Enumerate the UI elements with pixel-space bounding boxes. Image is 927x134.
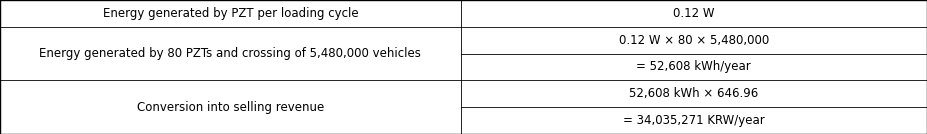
Text: 52,608 kWh × 646.96: 52,608 kWh × 646.96: [629, 87, 758, 100]
Text: = 52,608 kWh/year: = 52,608 kWh/year: [637, 60, 751, 74]
Text: Conversion into selling revenue: Conversion into selling revenue: [137, 101, 324, 114]
Text: = 34,035,271 KRW/year: = 34,035,271 KRW/year: [623, 114, 765, 127]
Text: 0.12 W × 80 × 5,480,000: 0.12 W × 80 × 5,480,000: [618, 34, 769, 47]
Text: 0.12 W: 0.12 W: [673, 7, 715, 20]
Text: Energy generated by PZT per loading cycle: Energy generated by PZT per loading cycl…: [103, 7, 358, 20]
Text: Energy generated by 80 PZTs and crossing of 5,480,000 vehicles: Energy generated by 80 PZTs and crossing…: [40, 47, 421, 60]
